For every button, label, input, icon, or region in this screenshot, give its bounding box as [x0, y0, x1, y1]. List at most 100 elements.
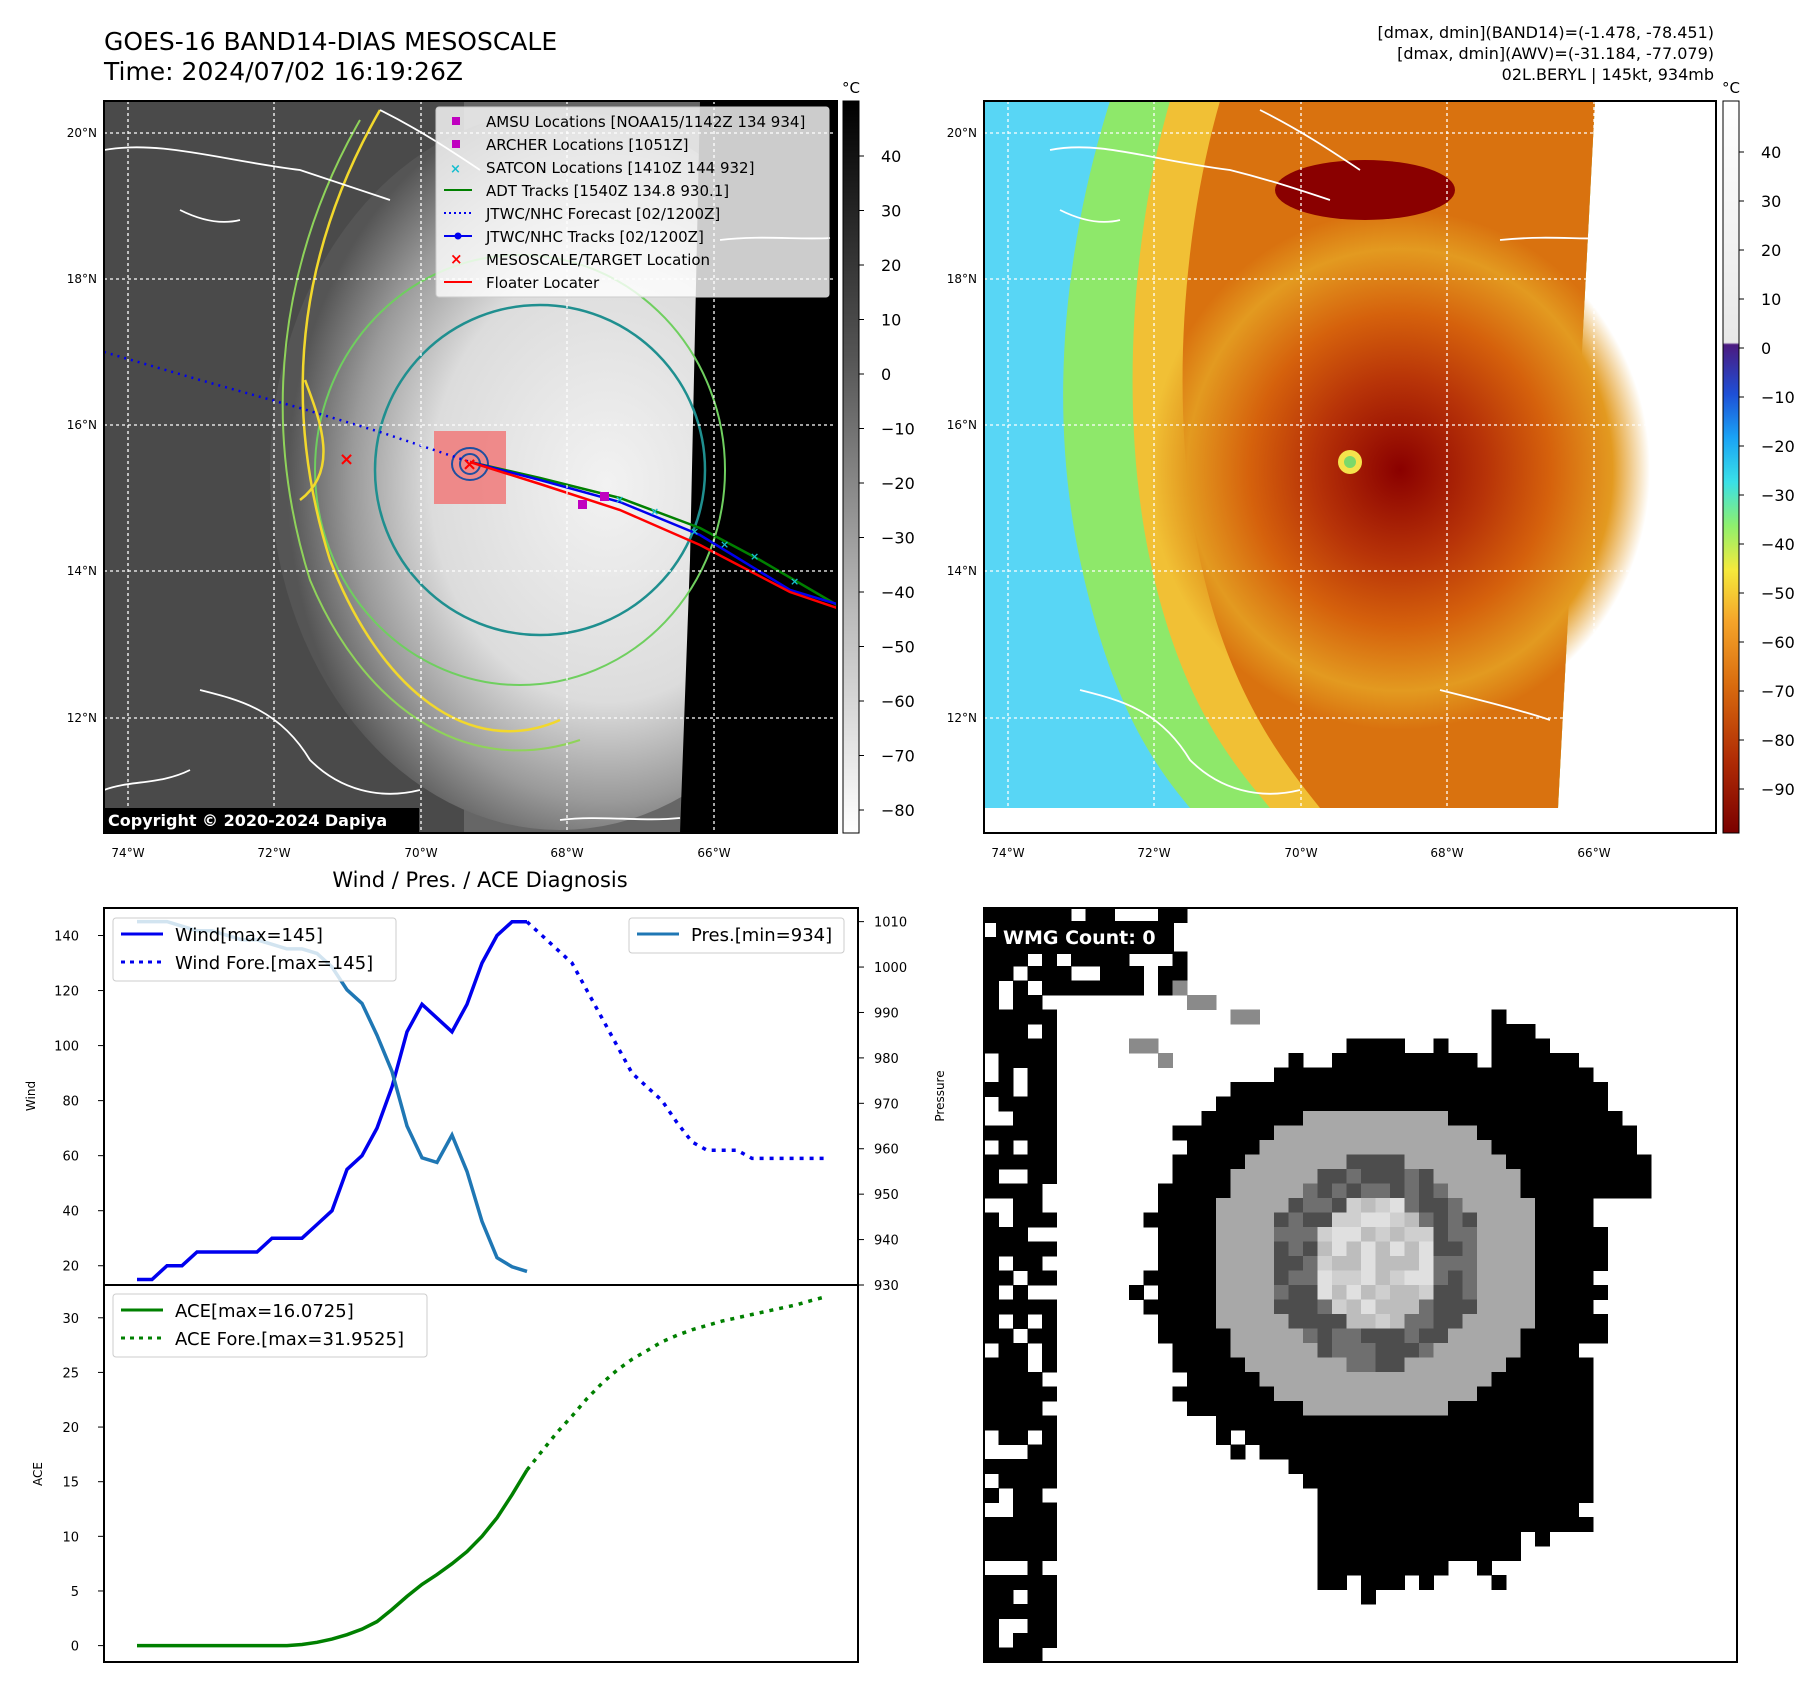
lon-label: 70°W — [404, 846, 437, 860]
colorbar-tick-label: −70 — [1761, 682, 1795, 701]
colorbar-left — [842, 100, 860, 834]
lon-label: 68°W — [550, 846, 583, 860]
pressure-legend: Pres.[min=934] — [628, 917, 845, 954]
lon-label: 66°W — [697, 846, 730, 860]
wind-tick-label: 120 — [54, 985, 79, 1000]
colorbar-tick-label: 20 — [1761, 241, 1781, 260]
legend-ace: ACE[max=16.0725] — [175, 1301, 354, 1322]
colorbar-tick-label: −30 — [1761, 486, 1795, 505]
colorbar-tick-label: −20 — [881, 474, 915, 493]
wind-tick-label: 20 — [62, 1260, 79, 1275]
pressure-tick-label: 950 — [874, 1188, 899, 1203]
wind-tick-label: 80 — [62, 1095, 79, 1110]
pressure-axis-label: Pressure — [933, 1070, 947, 1121]
figure-title: GOES-16 BAND14-DIAS MESOSCALE — [104, 27, 557, 56]
colorbar-tick-label: −10 — [1761, 388, 1795, 407]
colorbar-tick-label: −20 — [1761, 437, 1795, 456]
wind-tick-label: 60 — [62, 1150, 79, 1165]
colorbar-tick-label: 10 — [1761, 290, 1781, 309]
colorbar-tick-label: 0 — [1761, 339, 1771, 358]
svg-text:×: × — [462, 454, 477, 475]
colorbar-right-unit: °C — [1722, 79, 1740, 97]
lat-label: 12°N — [947, 711, 977, 725]
lat-label: 20°N — [947, 126, 977, 140]
ace-tick-label: 10 — [62, 1530, 79, 1545]
svg-text:×: × — [750, 550, 759, 563]
colorbar-tick-label: −70 — [881, 747, 915, 766]
legend-ace-forecast: ACE Fore.[max=31.9525] — [175, 1329, 404, 1350]
legend-amsu: AMSU Locations [NOAA15/1142Z 134 934] — [486, 113, 805, 131]
colorbar-tick-label: −80 — [881, 801, 915, 820]
colorbar-tick-label: −50 — [881, 638, 915, 657]
lat-label: 18°N — [947, 272, 977, 286]
wind-tick-label: 100 — [54, 1040, 79, 1055]
colorbar-tick-label: −60 — [881, 692, 915, 711]
legend-adt: ADT Tracks [1540Z 134.8 930.1] — [486, 182, 729, 200]
colorbar-tick-label: 10 — [881, 311, 901, 330]
colorbar-left-ticks: 40 30 20 10 0 −10 −20 −30 −40 −50 −60 −70 −80 — [859, 147, 915, 820]
colorbar-tick-label: −80 — [1761, 731, 1795, 750]
pressure-tick-label: 1010 — [874, 916, 907, 931]
ace-plot: 0 5 10 15 20 25 30 — [62, 1294, 828, 1655]
colorbar-tick-label: −40 — [881, 583, 915, 602]
wind-axis-label: Wind — [24, 1081, 38, 1111]
wind-tick-label: 40 — [62, 1205, 79, 1220]
ace-tick-label: 15 — [62, 1476, 79, 1491]
series-line — [525, 920, 827, 1161]
lat-label: 18°N — [67, 272, 97, 286]
legend-forecast: JTWC/NHC Forecast [02/1200Z] — [485, 205, 720, 223]
colorbar-tick-label: −40 — [1761, 535, 1795, 554]
wind-pressure-plot: 20 40 60 80 100 120 140 930 940 950 960 970 980 990 10… — [54, 916, 907, 1294]
lat-label: 12°N — [67, 711, 97, 725]
colorbar-tick-label: 40 — [1761, 143, 1781, 162]
wmg-count: WMG Count: 0 — [1003, 927, 1156, 949]
map-legend: AMSU Locations [NOAA15/1142Z 134 934] AR… — [435, 106, 830, 298]
ace-tick-label: 20 — [62, 1421, 79, 1436]
legend-floater: Floater Locater — [486, 274, 600, 292]
wmg-panel: WMG Count: 0 — [983, 907, 1738, 1663]
svg-text:×: × — [339, 449, 354, 470]
svg-text:×: × — [720, 538, 729, 551]
legend-wind: Wind[max=145] — [175, 925, 323, 946]
colorbar-left-unit: °C — [842, 79, 860, 97]
pressure-tick-label: 980 — [874, 1052, 899, 1067]
wind-tick-label: 140 — [54, 930, 79, 945]
lon-label: 74°W — [111, 846, 144, 860]
pressure-tick-label: 940 — [874, 1234, 899, 1249]
colorbar-tick-label: −90 — [1761, 780, 1795, 799]
svg-text:×: × — [615, 493, 624, 506]
colorbar-right — [1722, 100, 1740, 834]
pressure-tick-label: 1000 — [874, 961, 907, 976]
svg-text:×: × — [450, 162, 461, 177]
legend-tracks: JTWC/NHC Tracks [02/1200Z] — [485, 228, 704, 246]
colorbar-tick-label: −10 — [881, 420, 915, 439]
svg-text:×: × — [690, 525, 699, 538]
series-line — [137, 1469, 529, 1648]
series-line — [137, 920, 527, 1282]
colorbar-tick-label: 40 — [881, 147, 901, 166]
figure-time: Time: 2024/07/02 16:19:26Z — [103, 57, 463, 86]
pressure-tick-label: 930 — [874, 1279, 899, 1294]
lon-label: 74°W — [991, 846, 1024, 860]
lat-label: 14°N — [67, 564, 97, 578]
stats-awv: [dmax, dmin](AWV)=(-31.184, -77.079) — [1397, 44, 1714, 63]
lat-label: 20°N — [67, 126, 97, 140]
colorbar-tick-label: 20 — [881, 256, 901, 275]
map-axis-labels: 20°N 20°N 18°N 18°N 16°N 16°N 14°N 14°N 12°N 12°N… — [67, 126, 1611, 860]
lon-label: 66°W — [1577, 846, 1610, 860]
colorbar-tick-label: 30 — [1761, 192, 1781, 211]
ace-tick-label: 0 — [71, 1640, 79, 1655]
pressure-tick-label: 990 — [874, 1006, 899, 1021]
legend-pressure: Pres.[min=934] — [691, 925, 832, 946]
lon-label: 68°W — [1430, 846, 1463, 860]
svg-text:×: × — [450, 250, 463, 268]
lon-label: 72°W — [257, 846, 290, 860]
diagnosis-title: Wind / Pres. / ACE Diagnosis — [332, 868, 627, 892]
legend-mesoscale: MESOSCALE/TARGET Location — [486, 251, 710, 269]
lat-label: 14°N — [947, 564, 977, 578]
legend-satcon: SATCON Locations [1410Z 144 932] — [486, 159, 754, 177]
lat-label: 16°N — [67, 418, 97, 432]
colorbar-tick-label: −50 — [1761, 584, 1795, 603]
svg-text:×: × — [650, 505, 659, 518]
